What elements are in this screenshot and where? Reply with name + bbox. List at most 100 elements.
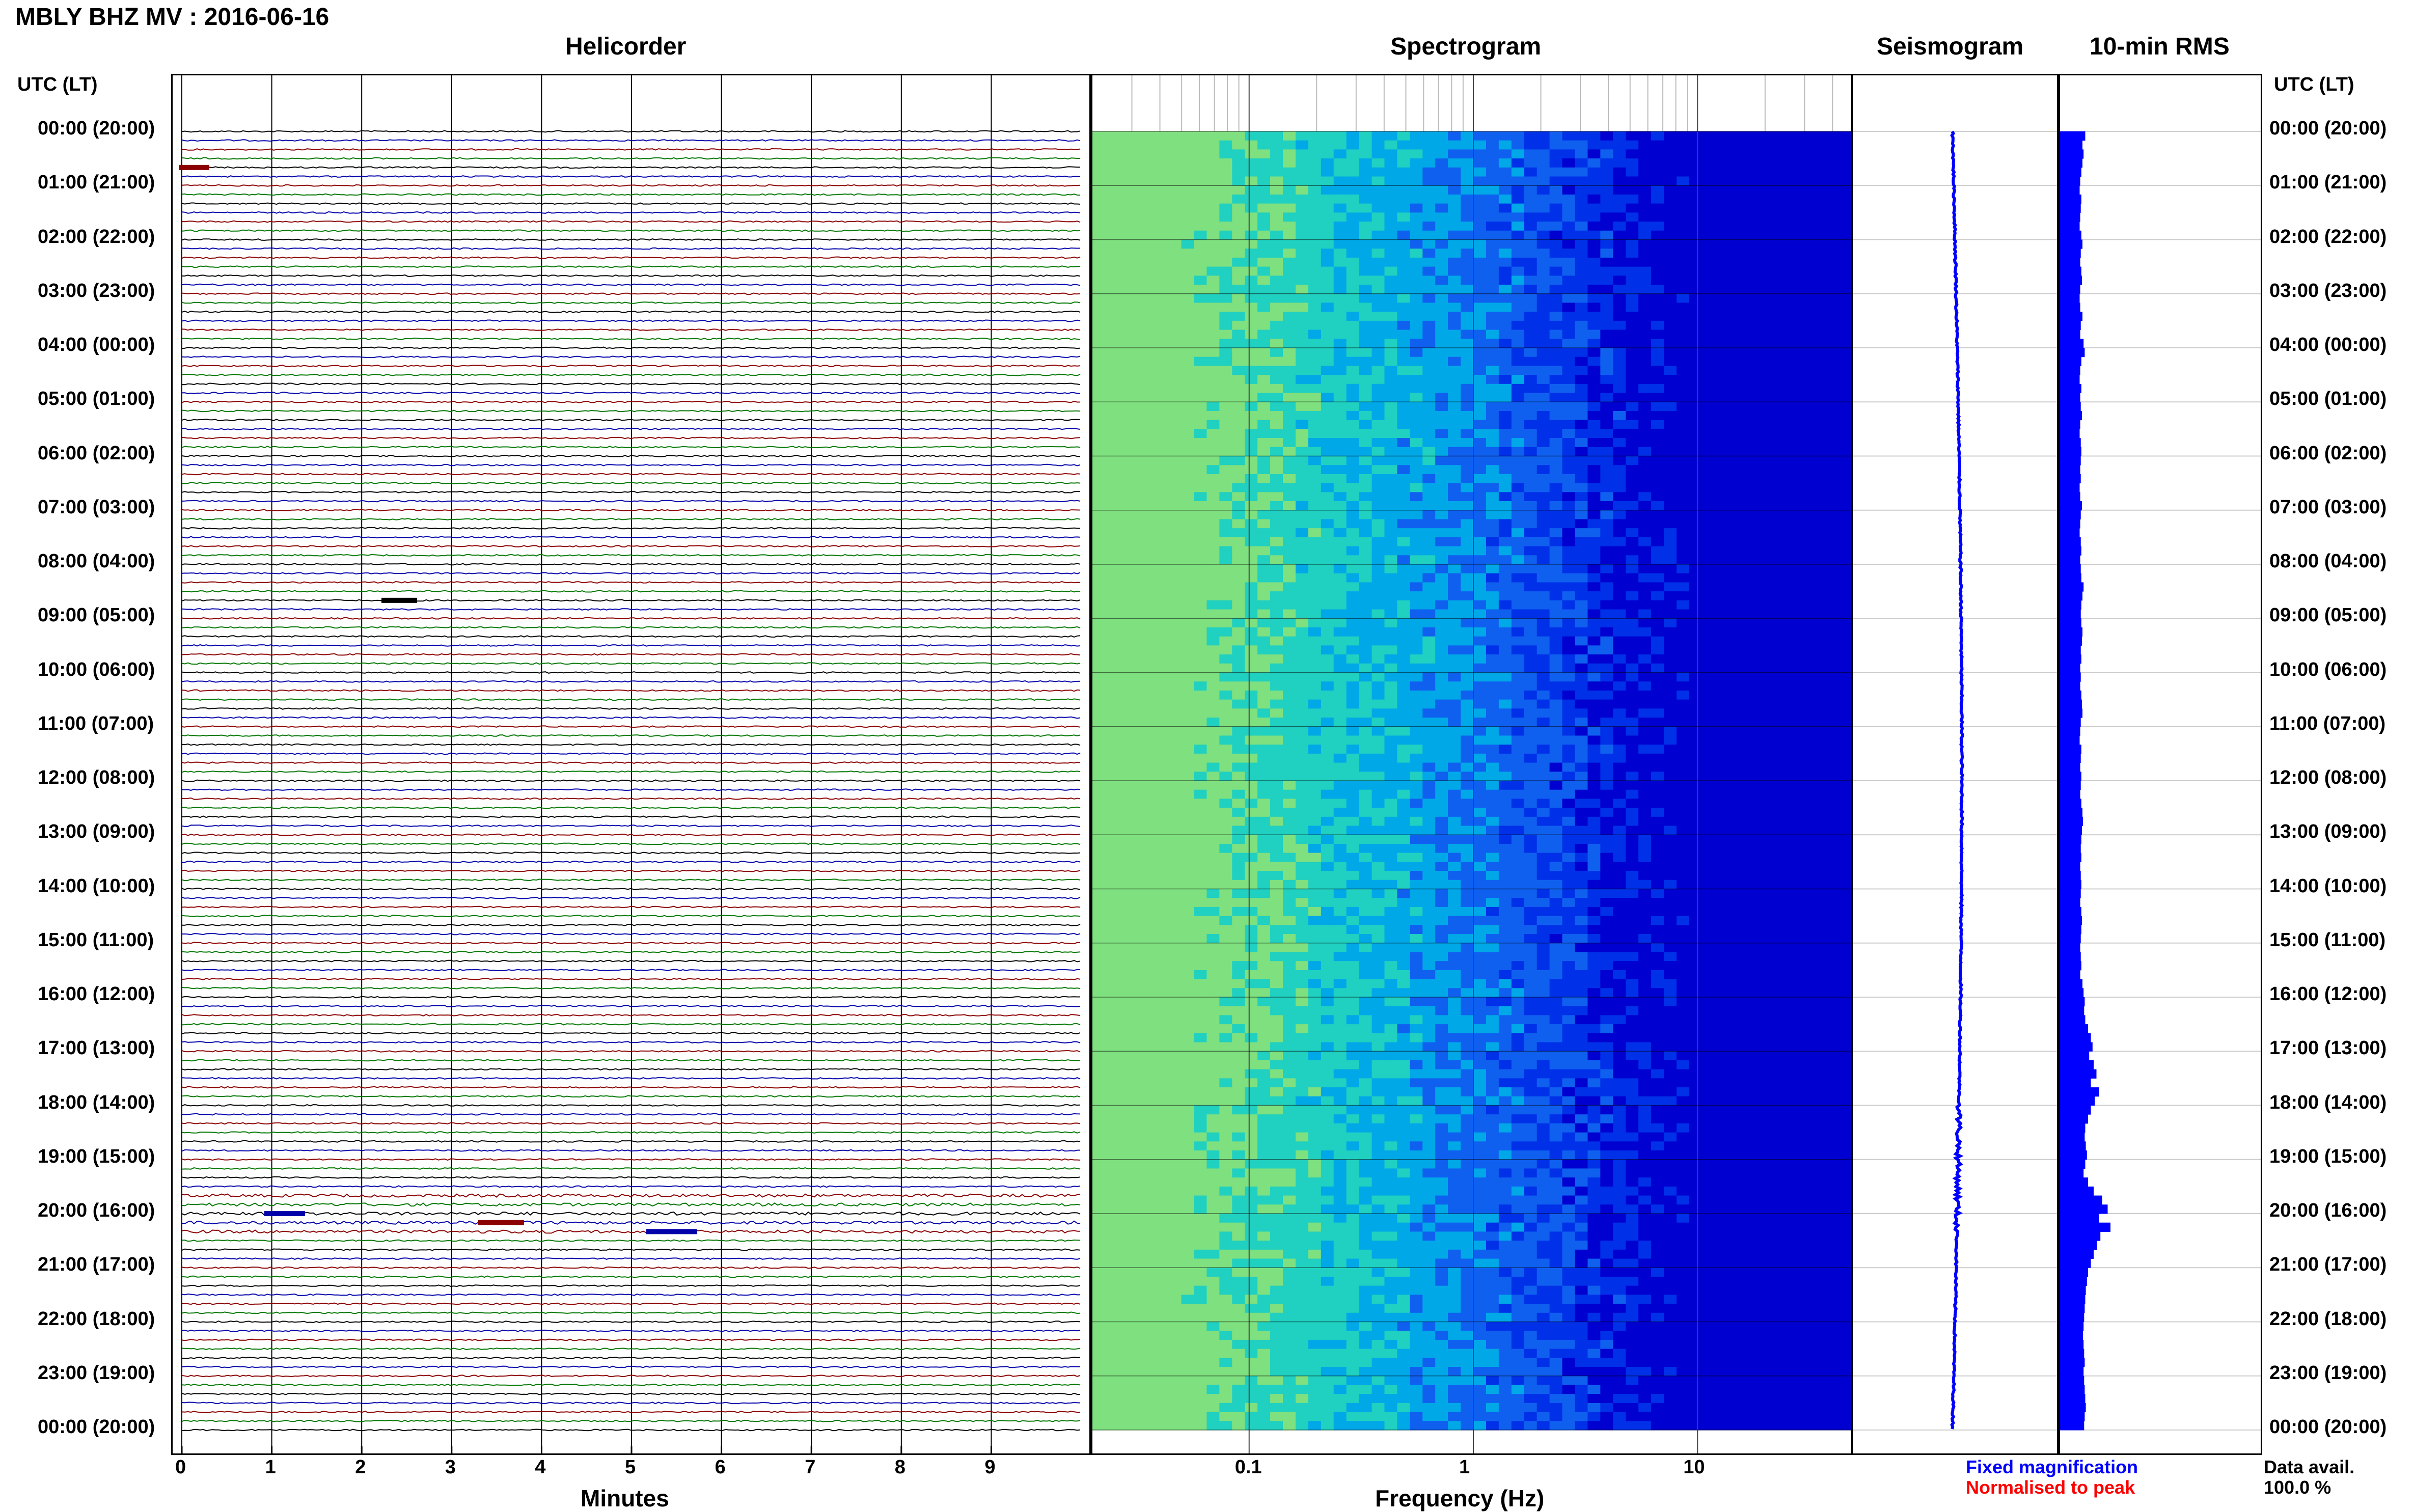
spectrogram-cell xyxy=(1499,339,1512,348)
spectrogram-cell xyxy=(1499,898,1512,907)
spectrogram-cell xyxy=(1257,267,1271,276)
spectrogram-cell xyxy=(1131,429,1144,438)
spectrogram-cell xyxy=(1461,267,1474,276)
spectrogram-cell xyxy=(1296,1114,1309,1123)
spectrogram-cell xyxy=(1359,1060,1373,1069)
spectrogram-cell xyxy=(1270,1394,1283,1403)
spectrogram-cell xyxy=(1092,321,1106,330)
spectrogram-cell xyxy=(1410,212,1423,222)
spectrogram-cell xyxy=(1182,555,1195,564)
spectrogram-cell xyxy=(1232,240,1245,249)
spectrogram-cell xyxy=(1219,1006,1232,1015)
spectrogram-cell xyxy=(1219,808,1232,817)
spectrogram-cell xyxy=(1169,700,1182,709)
spectrogram-cell xyxy=(1486,645,1499,654)
spectrogram-cell xyxy=(1206,375,1220,384)
spectrogram-cell xyxy=(1347,375,1360,384)
spectrogram-cell xyxy=(1232,528,1245,537)
spectrogram-cell xyxy=(1143,1042,1157,1052)
time-tick-label: 02:00 (22:00) xyxy=(38,226,155,248)
spectrogram-cell xyxy=(1118,267,1131,276)
spectrogram-cell xyxy=(1182,537,1195,546)
spectrogram-cell xyxy=(1169,1015,1182,1024)
spectrogram-cell xyxy=(1359,808,1373,817)
spectrogram-cell xyxy=(1156,700,1169,709)
spectrogram-cell xyxy=(1245,681,1258,691)
spectrogram-cell xyxy=(1435,438,1448,447)
spectrogram-cell xyxy=(1219,1394,1232,1403)
spectrogram-cell xyxy=(1257,997,1271,1006)
spectrogram-cell xyxy=(1206,916,1220,925)
spectrogram-cell xyxy=(1156,637,1169,646)
spectrogram-cell xyxy=(1270,943,1283,952)
spectrogram-cell xyxy=(1347,429,1360,438)
spectrogram-cell xyxy=(1143,1349,1157,1358)
spectrogram-cell xyxy=(1118,1295,1131,1304)
spectrogram-cell xyxy=(1182,763,1195,772)
helicorder-trace xyxy=(182,365,1080,367)
spectrogram-cell xyxy=(1384,168,1397,177)
spectrogram-cell xyxy=(1283,654,1296,664)
spectrogram-cell xyxy=(1118,1241,1131,1250)
spectrogram-cell xyxy=(1422,817,1436,826)
spectrogram-cell xyxy=(1334,294,1347,303)
spectrogram-cell xyxy=(1397,1177,1410,1187)
spectrogram-cell xyxy=(1410,1286,1423,1295)
spectrogram-cell xyxy=(1347,790,1360,799)
spectrogram-cell xyxy=(1473,438,1487,447)
spectrogram-cell xyxy=(1206,1268,1220,1277)
spectrogram-cell xyxy=(1473,889,1487,898)
spectrogram-cell xyxy=(1131,510,1144,519)
spectrogram-cell xyxy=(1182,393,1195,402)
spectrogram-cell xyxy=(1219,898,1232,907)
spectrogram-cell xyxy=(1372,131,1385,141)
spectrogram-cell xyxy=(1499,754,1512,763)
spectrogram-cell xyxy=(1156,546,1169,556)
spectrogram-cell xyxy=(1461,1304,1474,1313)
spectrogram-cell xyxy=(1372,708,1385,718)
spectrogram-cell xyxy=(1461,970,1474,979)
spectrogram-cell xyxy=(1232,997,1245,1006)
spectrogram-cell xyxy=(1118,943,1131,952)
spectrogram-cell xyxy=(1321,700,1334,709)
spectrogram-cell xyxy=(1131,1006,1144,1015)
spectrogram-cell xyxy=(1245,1421,1258,1430)
spectrogram-cell xyxy=(1384,546,1397,556)
spectrogram-cell xyxy=(1232,456,1245,465)
spectrogram-cell xyxy=(1308,447,1322,456)
spectrogram-cell xyxy=(1118,898,1131,907)
spectrogram-cell xyxy=(1257,1394,1271,1403)
spectrogram-cell xyxy=(1194,681,1207,691)
spectrogram-cell xyxy=(1334,222,1347,231)
spectrogram-cell xyxy=(1194,564,1207,573)
spectrogram-cell xyxy=(1499,790,1512,799)
spectrogram-cell xyxy=(1308,1421,1322,1430)
spectrogram-cell xyxy=(1359,763,1373,772)
spectrogram-cell xyxy=(1473,735,1487,745)
spectrogram-cell xyxy=(1283,474,1296,483)
spectrogram-cell xyxy=(1232,1403,1245,1412)
spectrogram-cell xyxy=(1499,799,1512,808)
spectrogram-cell xyxy=(1194,501,1207,510)
spectrogram-cell xyxy=(1194,898,1207,907)
spectrogram-cell xyxy=(1092,664,1106,673)
spectrogram-cell xyxy=(1321,1214,1334,1223)
spectrogram-cell xyxy=(1321,799,1334,808)
spectrogram-cell xyxy=(1435,1133,1448,1142)
spectrogram-cell xyxy=(1384,555,1397,564)
spectrogram-cell xyxy=(1296,880,1309,889)
spectrogram-cell xyxy=(1182,754,1195,763)
spectrogram-cell xyxy=(1206,384,1220,393)
spectrogram-cell xyxy=(1334,600,1347,610)
spectrogram-cell xyxy=(1372,1394,1385,1403)
spectrogram-cell xyxy=(1206,735,1220,745)
spectrogram-cell xyxy=(1232,988,1245,997)
spectrogram-cell xyxy=(1131,393,1144,402)
spectrogram-cell xyxy=(1131,185,1144,195)
spectrogram-cell xyxy=(1257,384,1271,393)
spectrogram-cell xyxy=(1283,1349,1296,1358)
spectrogram-cell xyxy=(1283,357,1296,366)
spectrogram-cell xyxy=(1194,1024,1207,1033)
spectrogram-cell xyxy=(1257,1150,1271,1160)
spectrogram-cell xyxy=(1194,474,1207,483)
